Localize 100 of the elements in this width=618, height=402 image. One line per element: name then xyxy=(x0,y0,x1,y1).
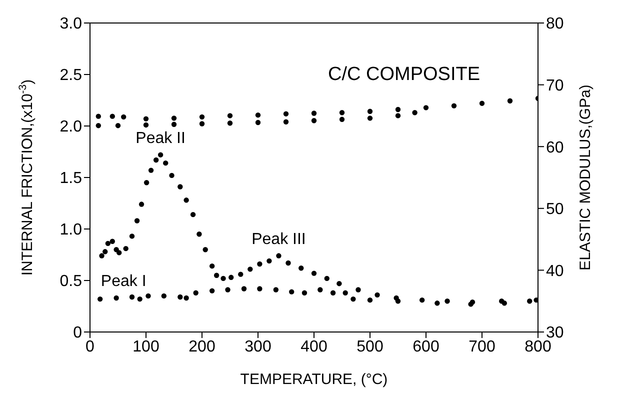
point xyxy=(350,296,356,302)
point xyxy=(311,270,317,276)
point xyxy=(227,113,233,118)
point xyxy=(298,266,304,271)
y2-tick-label: 60 xyxy=(546,139,564,156)
point xyxy=(367,297,373,303)
point xyxy=(302,290,308,296)
point xyxy=(374,292,380,298)
point xyxy=(286,260,291,266)
x-tick-label: 100 xyxy=(132,338,160,356)
point xyxy=(311,110,317,116)
point xyxy=(527,298,532,304)
y-tick-label: 1.0 xyxy=(60,222,82,239)
point xyxy=(148,168,154,173)
point xyxy=(395,106,401,112)
point xyxy=(479,100,485,106)
point xyxy=(209,288,215,294)
point xyxy=(273,287,279,292)
point xyxy=(228,274,234,280)
point xyxy=(169,172,174,178)
x-axis-title: TEMPERATURE, (°C) xyxy=(240,371,388,388)
annotation: Peak III xyxy=(252,230,306,248)
point xyxy=(143,122,149,128)
point xyxy=(311,118,317,124)
point xyxy=(184,295,189,301)
point xyxy=(184,198,189,203)
point xyxy=(342,290,348,296)
point xyxy=(412,110,418,116)
point xyxy=(161,293,167,299)
point xyxy=(134,218,140,224)
point xyxy=(227,120,233,126)
point xyxy=(276,253,282,258)
annotation: C/C COMPOSITE xyxy=(328,64,480,86)
point xyxy=(137,296,142,302)
y-tick-label: 2.0 xyxy=(60,118,82,136)
y2-tick-label: 80 xyxy=(546,16,564,33)
point xyxy=(116,250,122,256)
x-tick-label: 200 xyxy=(188,338,216,356)
point xyxy=(289,289,294,294)
x-tick-label: 500 xyxy=(356,338,384,356)
point xyxy=(110,238,115,244)
point xyxy=(202,247,208,252)
point xyxy=(324,276,330,282)
point xyxy=(419,297,425,303)
y2-axis-title: ELASTIC MODULUS,(GPa) xyxy=(577,84,594,270)
point xyxy=(102,249,108,254)
point xyxy=(96,114,101,119)
point xyxy=(115,122,121,128)
y2-tick-label: 50 xyxy=(546,201,564,218)
annotation: Peak I xyxy=(100,273,146,290)
x-tick-label: 400 xyxy=(300,338,328,356)
point xyxy=(171,122,177,127)
point xyxy=(444,298,450,304)
point xyxy=(395,113,401,118)
x-tick-label: 700 xyxy=(468,338,496,356)
point xyxy=(330,290,336,296)
point xyxy=(143,116,149,122)
point xyxy=(146,293,151,299)
point xyxy=(367,108,373,114)
point xyxy=(318,287,323,292)
point xyxy=(129,234,135,239)
point xyxy=(199,121,205,126)
point xyxy=(97,296,103,302)
point xyxy=(451,103,457,108)
point xyxy=(255,120,261,126)
point xyxy=(266,258,272,264)
point xyxy=(158,152,164,158)
point xyxy=(144,180,150,186)
annotation: Peak II xyxy=(136,130,186,147)
point xyxy=(171,116,177,121)
point xyxy=(238,272,244,277)
point xyxy=(257,261,262,267)
point xyxy=(196,232,202,237)
point xyxy=(209,263,215,269)
y2-tick-label: 40 xyxy=(546,262,564,280)
point xyxy=(190,212,196,218)
point xyxy=(138,202,144,207)
y-tick-label: 0.5 xyxy=(60,273,82,290)
point xyxy=(110,114,115,119)
point xyxy=(199,114,205,120)
y-tick-label: 2.5 xyxy=(60,67,82,84)
point xyxy=(255,112,261,118)
point xyxy=(423,105,429,110)
point xyxy=(178,184,183,190)
y-tick-label: 1.5 xyxy=(60,170,82,188)
point xyxy=(123,246,128,252)
x-tick-label: 300 xyxy=(244,338,272,356)
point xyxy=(178,294,183,300)
point xyxy=(534,297,538,303)
point xyxy=(367,116,373,121)
point xyxy=(99,253,104,258)
y2-tick-label: 70 xyxy=(546,77,564,94)
x-tick-label: 800 xyxy=(524,338,552,356)
point xyxy=(153,157,159,163)
point xyxy=(121,114,126,120)
point xyxy=(129,294,135,300)
x-tick-label: 0 xyxy=(86,338,95,356)
point xyxy=(336,280,342,286)
point xyxy=(395,298,401,304)
point xyxy=(193,290,198,296)
